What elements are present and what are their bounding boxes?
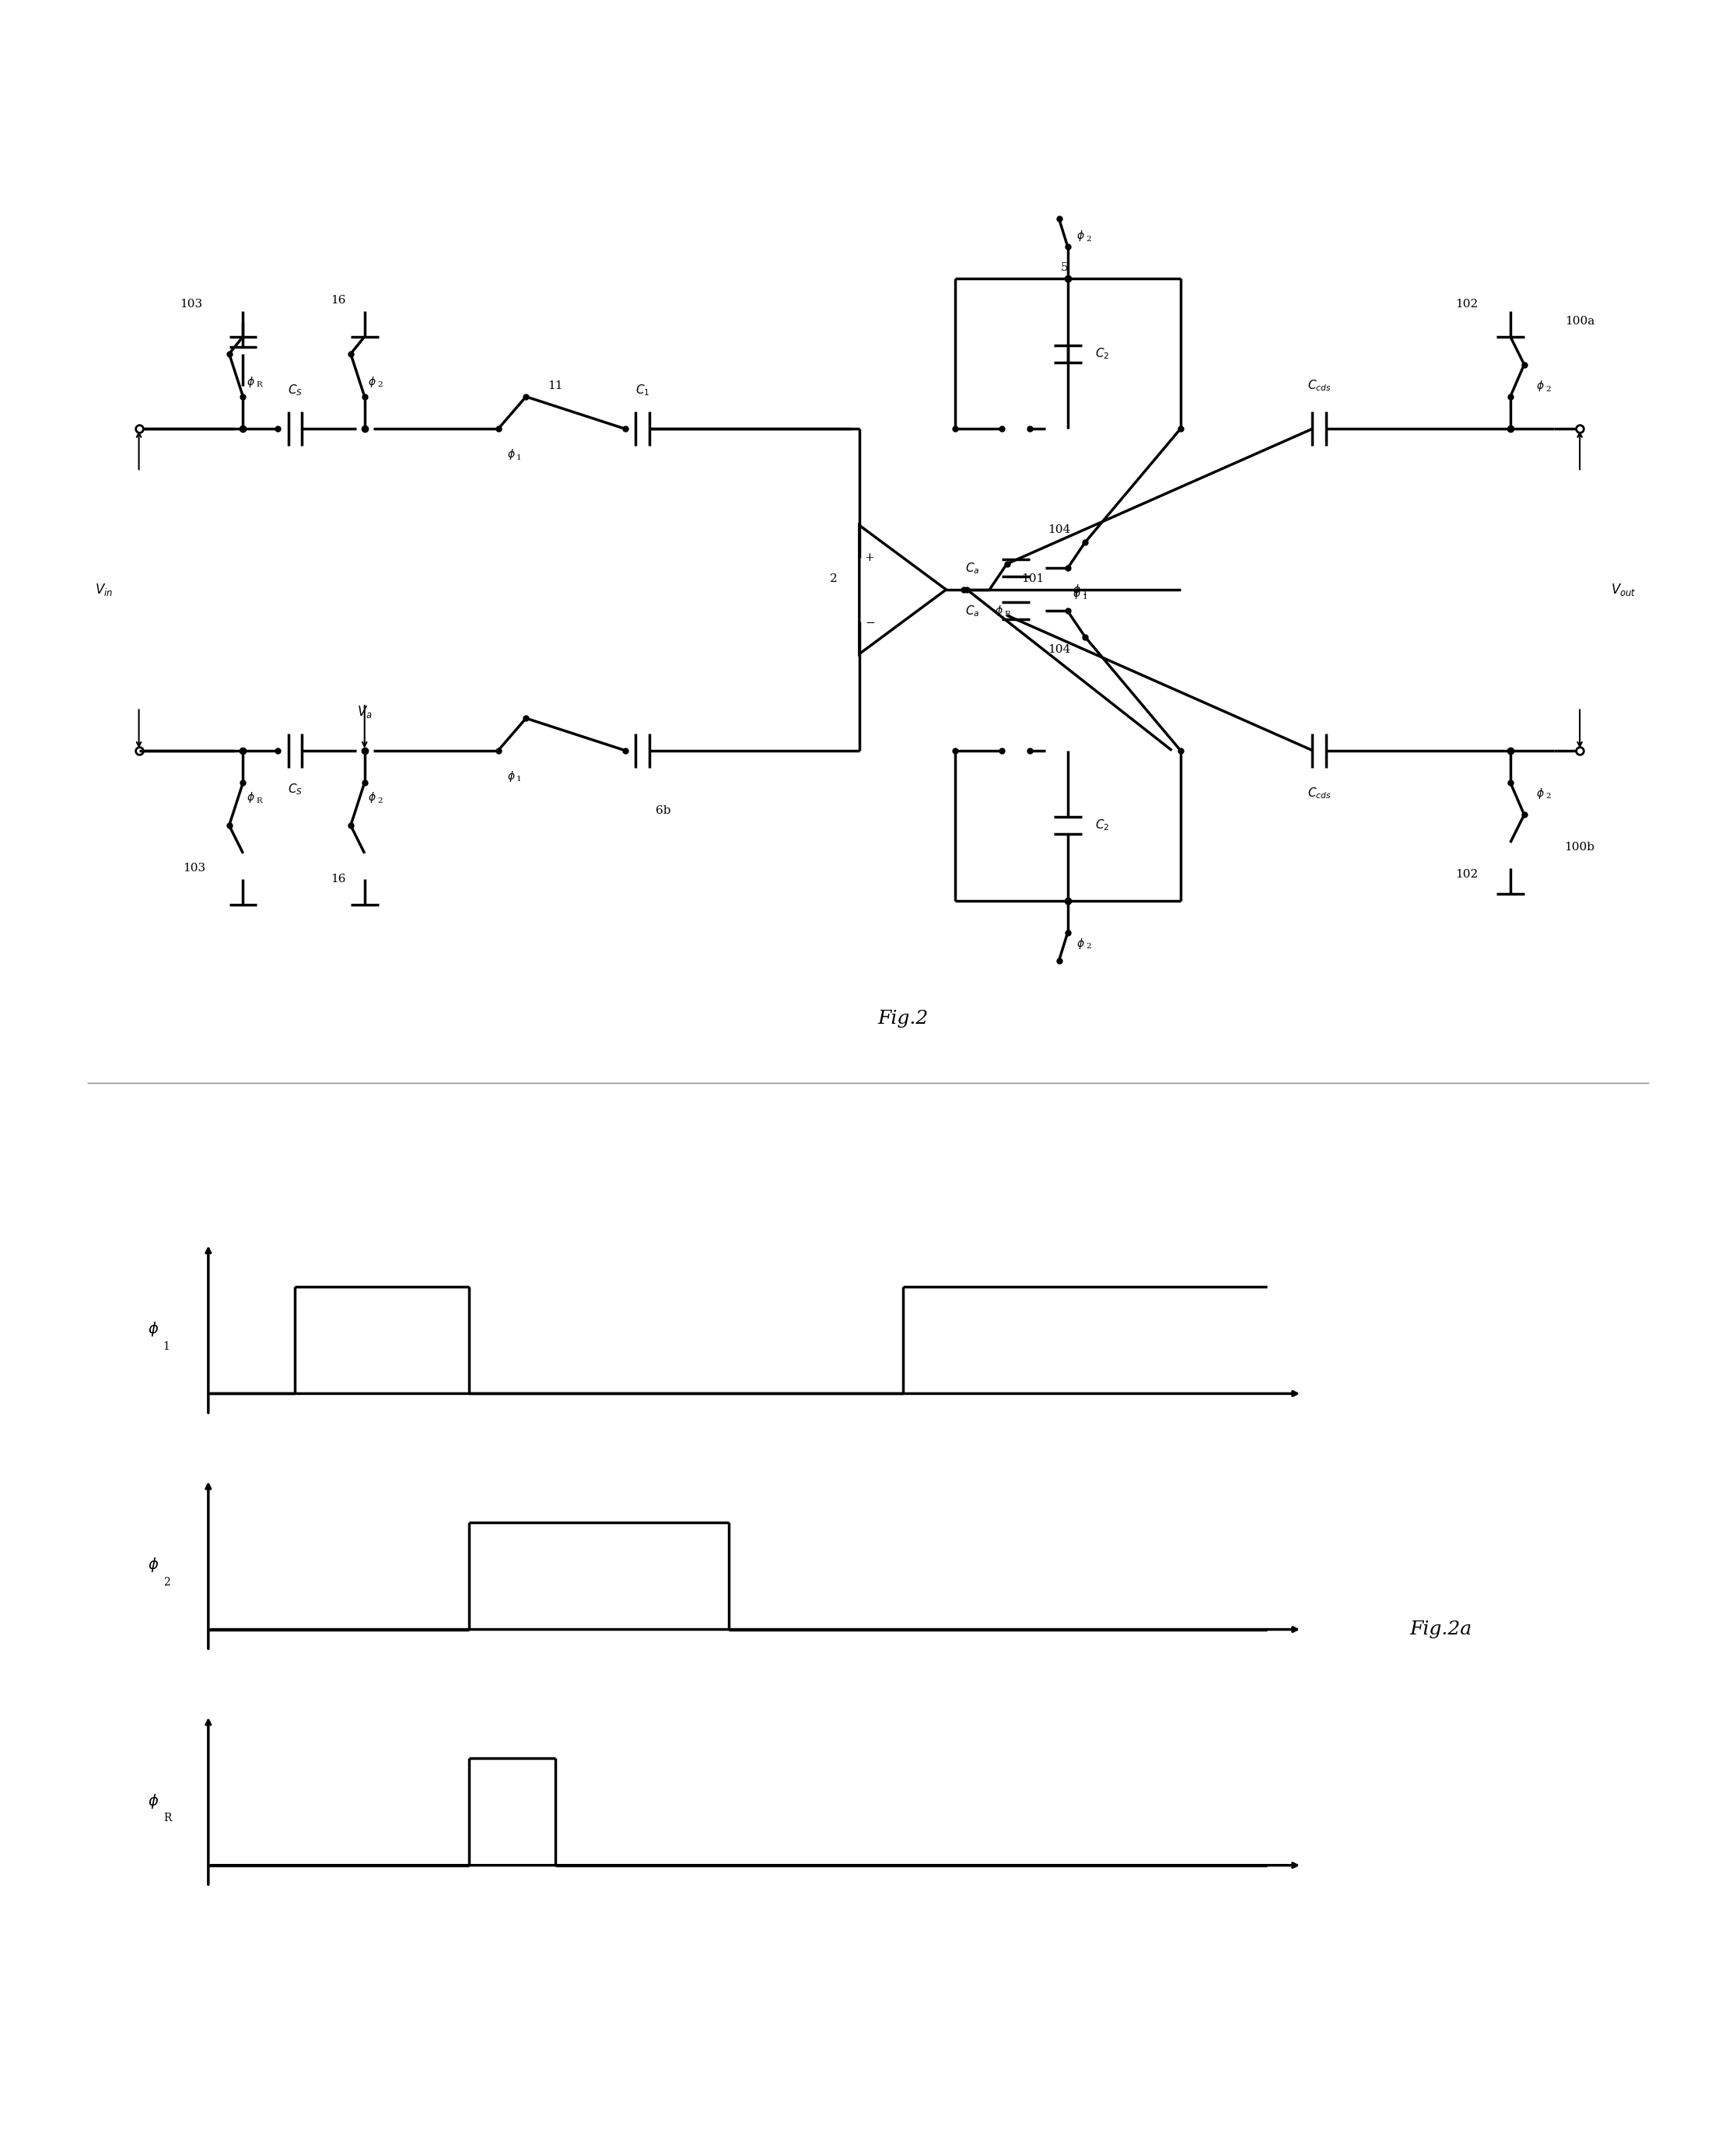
- Text: 2: 2: [378, 798, 382, 804]
- Text: $\phi$: $\phi$: [995, 605, 1003, 617]
- Text: 2: 2: [163, 1576, 170, 1589]
- Text: 102: 102: [1455, 868, 1479, 881]
- Text: $\phi$: $\phi$: [1076, 229, 1085, 242]
- Text: $\phi$: $\phi$: [1073, 587, 1082, 600]
- Text: R: R: [257, 798, 262, 804]
- Text: 1: 1: [1083, 594, 1087, 600]
- Text: 16: 16: [332, 873, 345, 885]
- Text: 1: 1: [517, 455, 521, 461]
- Text: $C_2$: $C_2$: [1095, 819, 1109, 832]
- Text: $\phi$: $\phi$: [247, 791, 255, 804]
- Text: $C_a$: $C_a$: [965, 605, 979, 617]
- Text: Fig.2a: Fig.2a: [1410, 1621, 1472, 1638]
- Text: Fig.2: Fig.2: [877, 1010, 929, 1027]
- Text: $\phi$: $\phi$: [148, 1557, 158, 1574]
- Text: $C_S$: $C_S$: [288, 384, 302, 397]
- Text: 100a: 100a: [1564, 315, 1595, 328]
- Text: $\phi$: $\phi$: [507, 448, 516, 461]
- Text: $\phi$: $\phi$: [368, 375, 377, 388]
- Text: 2: 2: [1087, 943, 1090, 950]
- Text: $\phi$: $\phi$: [148, 1321, 158, 1338]
- Text: 104: 104: [1047, 643, 1071, 656]
- Text: $V_{out}$: $V_{out}$: [1611, 581, 1635, 598]
- Text: 6b: 6b: [656, 804, 670, 817]
- Text: $V_a$: $V_a$: [358, 703, 372, 720]
- Text: 2: 2: [378, 382, 382, 388]
- Text: $C_{cds}$: $C_{cds}$: [1307, 787, 1332, 800]
- Text: $V_{in}$: $V_{in}$: [95, 581, 113, 598]
- Text: $C_2$: $C_2$: [1095, 347, 1109, 360]
- Text: $\phi$: $\phi$: [1536, 379, 1545, 392]
- Text: +: +: [865, 551, 875, 564]
- Text: 102: 102: [1455, 298, 1479, 311]
- Text: 1: 1: [163, 1340, 170, 1353]
- Text: 16: 16: [332, 294, 345, 307]
- Text: $-$: $-$: [865, 615, 875, 628]
- Text: $\phi$: $\phi$: [507, 770, 516, 783]
- Text: 101: 101: [1021, 572, 1045, 585]
- Text: $\phi$: $\phi$: [368, 791, 377, 804]
- Text: $C_S$: $C_S$: [288, 783, 302, 795]
- Text: $C_1$: $C_1$: [635, 384, 649, 397]
- Text: 2: 2: [1545, 793, 1550, 800]
- Text: 103: 103: [182, 862, 207, 875]
- Text: 2: 2: [830, 572, 837, 585]
- Text: $\phi$: $\phi$: [1073, 583, 1082, 596]
- Text: $\phi$: $\phi$: [148, 1792, 158, 1810]
- Text: 1: 1: [517, 776, 521, 783]
- Text: $\phi$: $\phi$: [1536, 787, 1545, 800]
- Text: 104: 104: [1047, 523, 1071, 536]
- Text: $\phi$: $\phi$: [1076, 937, 1085, 950]
- Text: $\phi$: $\phi$: [247, 375, 255, 388]
- Text: 100b: 100b: [1564, 840, 1595, 853]
- Text: 5: 5: [1061, 262, 1068, 274]
- Text: 2: 2: [1545, 386, 1550, 392]
- Text: 2: 2: [1087, 236, 1090, 242]
- Text: R: R: [163, 1812, 172, 1825]
- Text: $C_{cds}$: $C_{cds}$: [1307, 379, 1332, 392]
- Text: $C_a$: $C_a$: [965, 562, 979, 575]
- Text: R: R: [257, 382, 262, 388]
- Text: R: R: [1003, 611, 1010, 617]
- Text: 1: 1: [1083, 590, 1087, 596]
- Text: 11: 11: [549, 379, 562, 392]
- Text: 103: 103: [179, 298, 203, 311]
